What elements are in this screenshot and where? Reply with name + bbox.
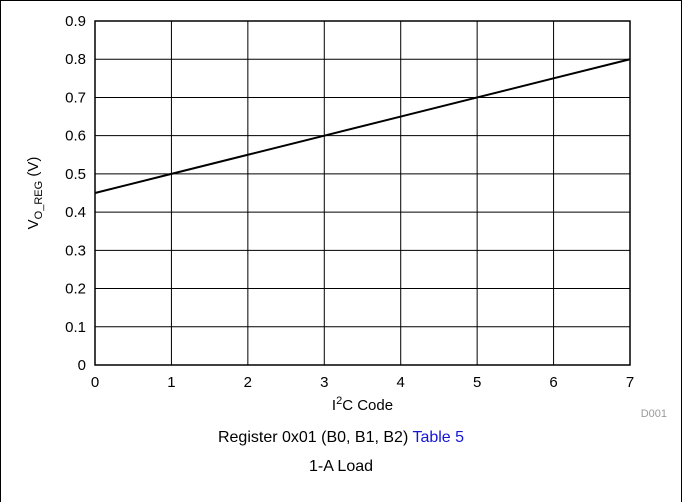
y-tick-label: 0.3 [65,242,86,259]
caption-text: Register 0x01 (B0, B1, B2) [217,429,413,446]
series-line-0 [94,58,631,194]
y-tick-label: 0.8 [65,51,86,68]
plot-area [94,20,631,366]
y-tick-label: 0 [78,357,86,374]
y-tick-label: 0.9 [65,13,86,30]
y-tick-label: 0.4 [65,204,86,221]
x-tick-label: 5 [473,374,481,391]
x-tick-label: 3 [320,374,328,391]
y-tick-label: 0.1 [65,319,86,336]
caption-line-1: Register 0x01 (B0, B1, B2) Table 5 [0,428,682,448]
x-axis-title: I2C Code [332,395,393,414]
figure-id: D001 [641,408,667,420]
y-tick-labels: 0 0.1 0.2 0.3 0.4 0.5 0.6 0.7 0.8 0.9 [65,13,86,374]
x-tick-label: 4 [397,374,405,391]
y-axis-title: VO_REG (V) [25,157,45,230]
grid [95,21,630,365]
table-5-link[interactable]: Table 5 [412,429,465,446]
line-chart: 0 1 2 3 4 5 6 7 0 0.1 0.2 0.3 0.4 0.5 0.6 0.7 0.8 0.9 I2… [25,13,667,420]
x-tick-label: 2 [244,374,252,391]
x-tick-label: 7 [626,374,634,391]
y-tick-label: 0.2 [65,281,86,298]
y-tick-label: 0.6 [65,128,86,145]
y-tick-label: 0.7 [65,89,86,106]
x-tick-label: 6 [549,374,557,391]
x-tick-label: 0 [91,374,99,391]
x-tick-labels: 0 1 2 3 4 5 6 7 [91,374,634,391]
caption-line-2: 1-A Load [308,458,374,475]
x-tick-label: 1 [167,374,175,391]
y-tick-label: 0.5 [65,166,86,183]
series [94,58,631,194]
